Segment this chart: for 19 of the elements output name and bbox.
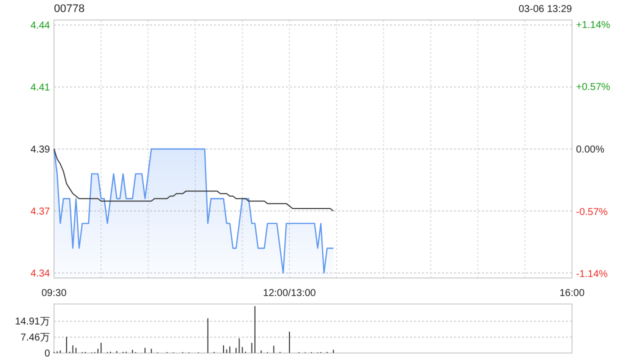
chart-subtitle: 03-06 13:29 bbox=[518, 4, 572, 15]
y-tick-label: 7.46万 bbox=[20, 332, 50, 344]
y-tick-label: 4.44 bbox=[30, 20, 50, 32]
y2-tick-label: +1.14% bbox=[576, 20, 610, 31]
y-tick-label: 14.91万 bbox=[14, 316, 50, 328]
y2-tick-label: -0.57% bbox=[576, 206, 608, 218]
x-tick-label: 12:00/13:00 bbox=[263, 288, 316, 299]
chart-title: 00778 bbox=[54, 3, 85, 15]
y2-tick-label: -1.14% bbox=[576, 269, 608, 280]
y-tick-label: 4.41 bbox=[30, 82, 50, 94]
y2-tick-label: 0.00% bbox=[576, 144, 604, 156]
y-tick-label: 4.37 bbox=[30, 206, 50, 218]
x-tick-label: 09:30 bbox=[41, 288, 67, 299]
x-tick-label: 16:00 bbox=[559, 288, 585, 299]
y2-tick-label: +0.57% bbox=[576, 82, 610, 94]
y-tick-label: 4.39 bbox=[30, 144, 50, 156]
y-tick-label: 4.34 bbox=[30, 268, 50, 280]
y-tick-label: 0 bbox=[44, 348, 50, 360]
line-series bbox=[54, 148, 334, 212]
